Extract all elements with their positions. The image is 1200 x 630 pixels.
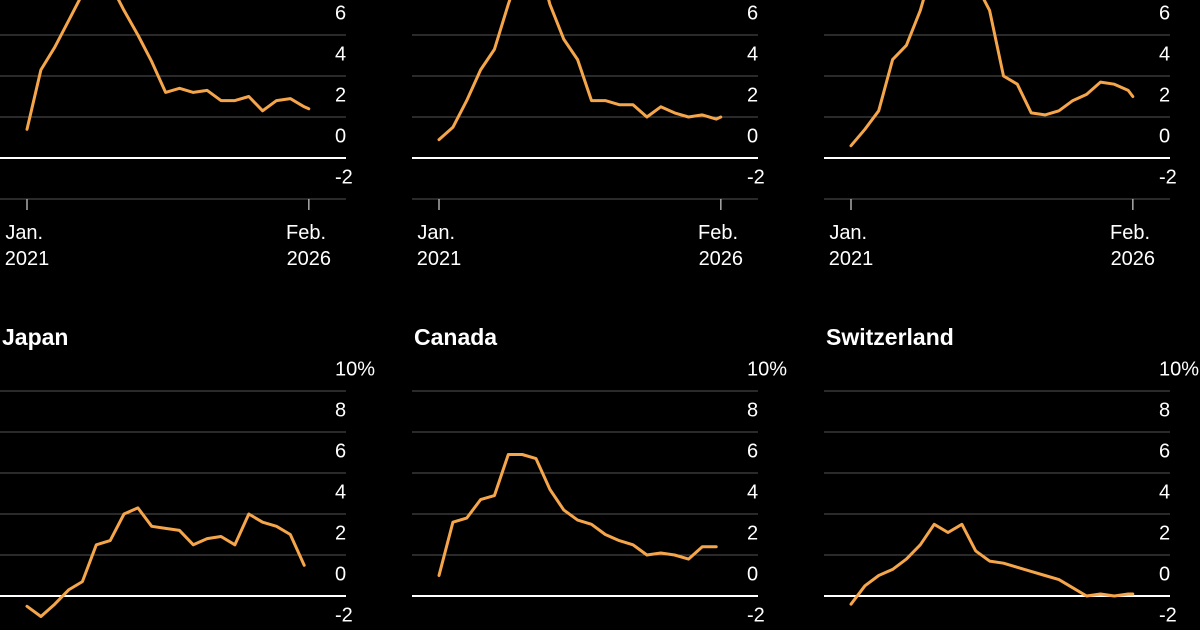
data-line (849, 522, 1135, 606)
x-tick-label: Jan. 2021 (5, 222, 50, 270)
y-tick-label: 10% (335, 358, 375, 380)
y-tick-label: 6 (1159, 2, 1170, 24)
y-tick-label: -2 (747, 166, 765, 188)
data-line (25, 506, 306, 618)
y-tick-label: 2 (747, 522, 758, 544)
y-tick-label: 4 (1159, 43, 1170, 65)
panel-title: Japan (2, 324, 68, 350)
y-tick-label: 10% (1159, 358, 1199, 380)
data-line (437, 453, 718, 577)
data-line (25, 0, 311, 131)
y-tick-label: 4 (335, 43, 346, 65)
y-tick-label: 4 (335, 481, 346, 503)
y-tick-label: 4 (747, 43, 758, 65)
y-tick-label: 0 (1159, 563, 1170, 585)
y-tick-label: 0 (335, 125, 346, 147)
x-tick-label: Jan. 2021 (417, 222, 462, 270)
y-tick-label: 8 (335, 399, 346, 421)
y-tick-label: 6 (335, 2, 346, 24)
y-tick-label: -2 (335, 604, 353, 626)
y-tick-label: 6 (747, 2, 758, 24)
y-tick-label: 2 (1159, 84, 1170, 106)
y-tick-label: 8 (747, 399, 758, 421)
y-tick-label: 4 (1159, 481, 1170, 503)
x-tick-label: Feb. 2026 (286, 222, 332, 270)
x-tick-label: Jan. 2021 (829, 222, 874, 270)
y-tick-label: 4 (747, 481, 758, 503)
y-tick-label: 8 (1159, 399, 1170, 421)
y-tick-label: 2 (1159, 522, 1170, 544)
y-tick-label: -2 (747, 604, 765, 626)
y-tick-label: -2 (1159, 166, 1177, 188)
panel-title: Canada (414, 324, 497, 350)
data-line (849, 0, 1135, 148)
y-tick-label: 0 (747, 563, 758, 585)
y-tick-label: 6 (335, 440, 346, 462)
y-tick-label: 2 (747, 84, 758, 106)
x-tick-label: Feb. 2026 (1110, 222, 1156, 270)
y-tick-label: 2 (335, 522, 346, 544)
y-tick-label: -2 (335, 166, 353, 188)
x-tick-label: Feb. 2026 (698, 222, 744, 270)
y-tick-label: 0 (747, 125, 758, 147)
data-line (437, 0, 723, 142)
y-tick-label: -2 (1159, 604, 1177, 626)
panel-title: Switzerland (826, 324, 954, 350)
y-tick-label: 10% (747, 358, 787, 380)
y-tick-label: 2 (335, 84, 346, 106)
y-tick-label: 0 (1159, 125, 1170, 147)
y-tick-label: 0 (335, 563, 346, 585)
y-tick-label: 6 (747, 440, 758, 462)
y-tick-label: 6 (1159, 440, 1170, 462)
